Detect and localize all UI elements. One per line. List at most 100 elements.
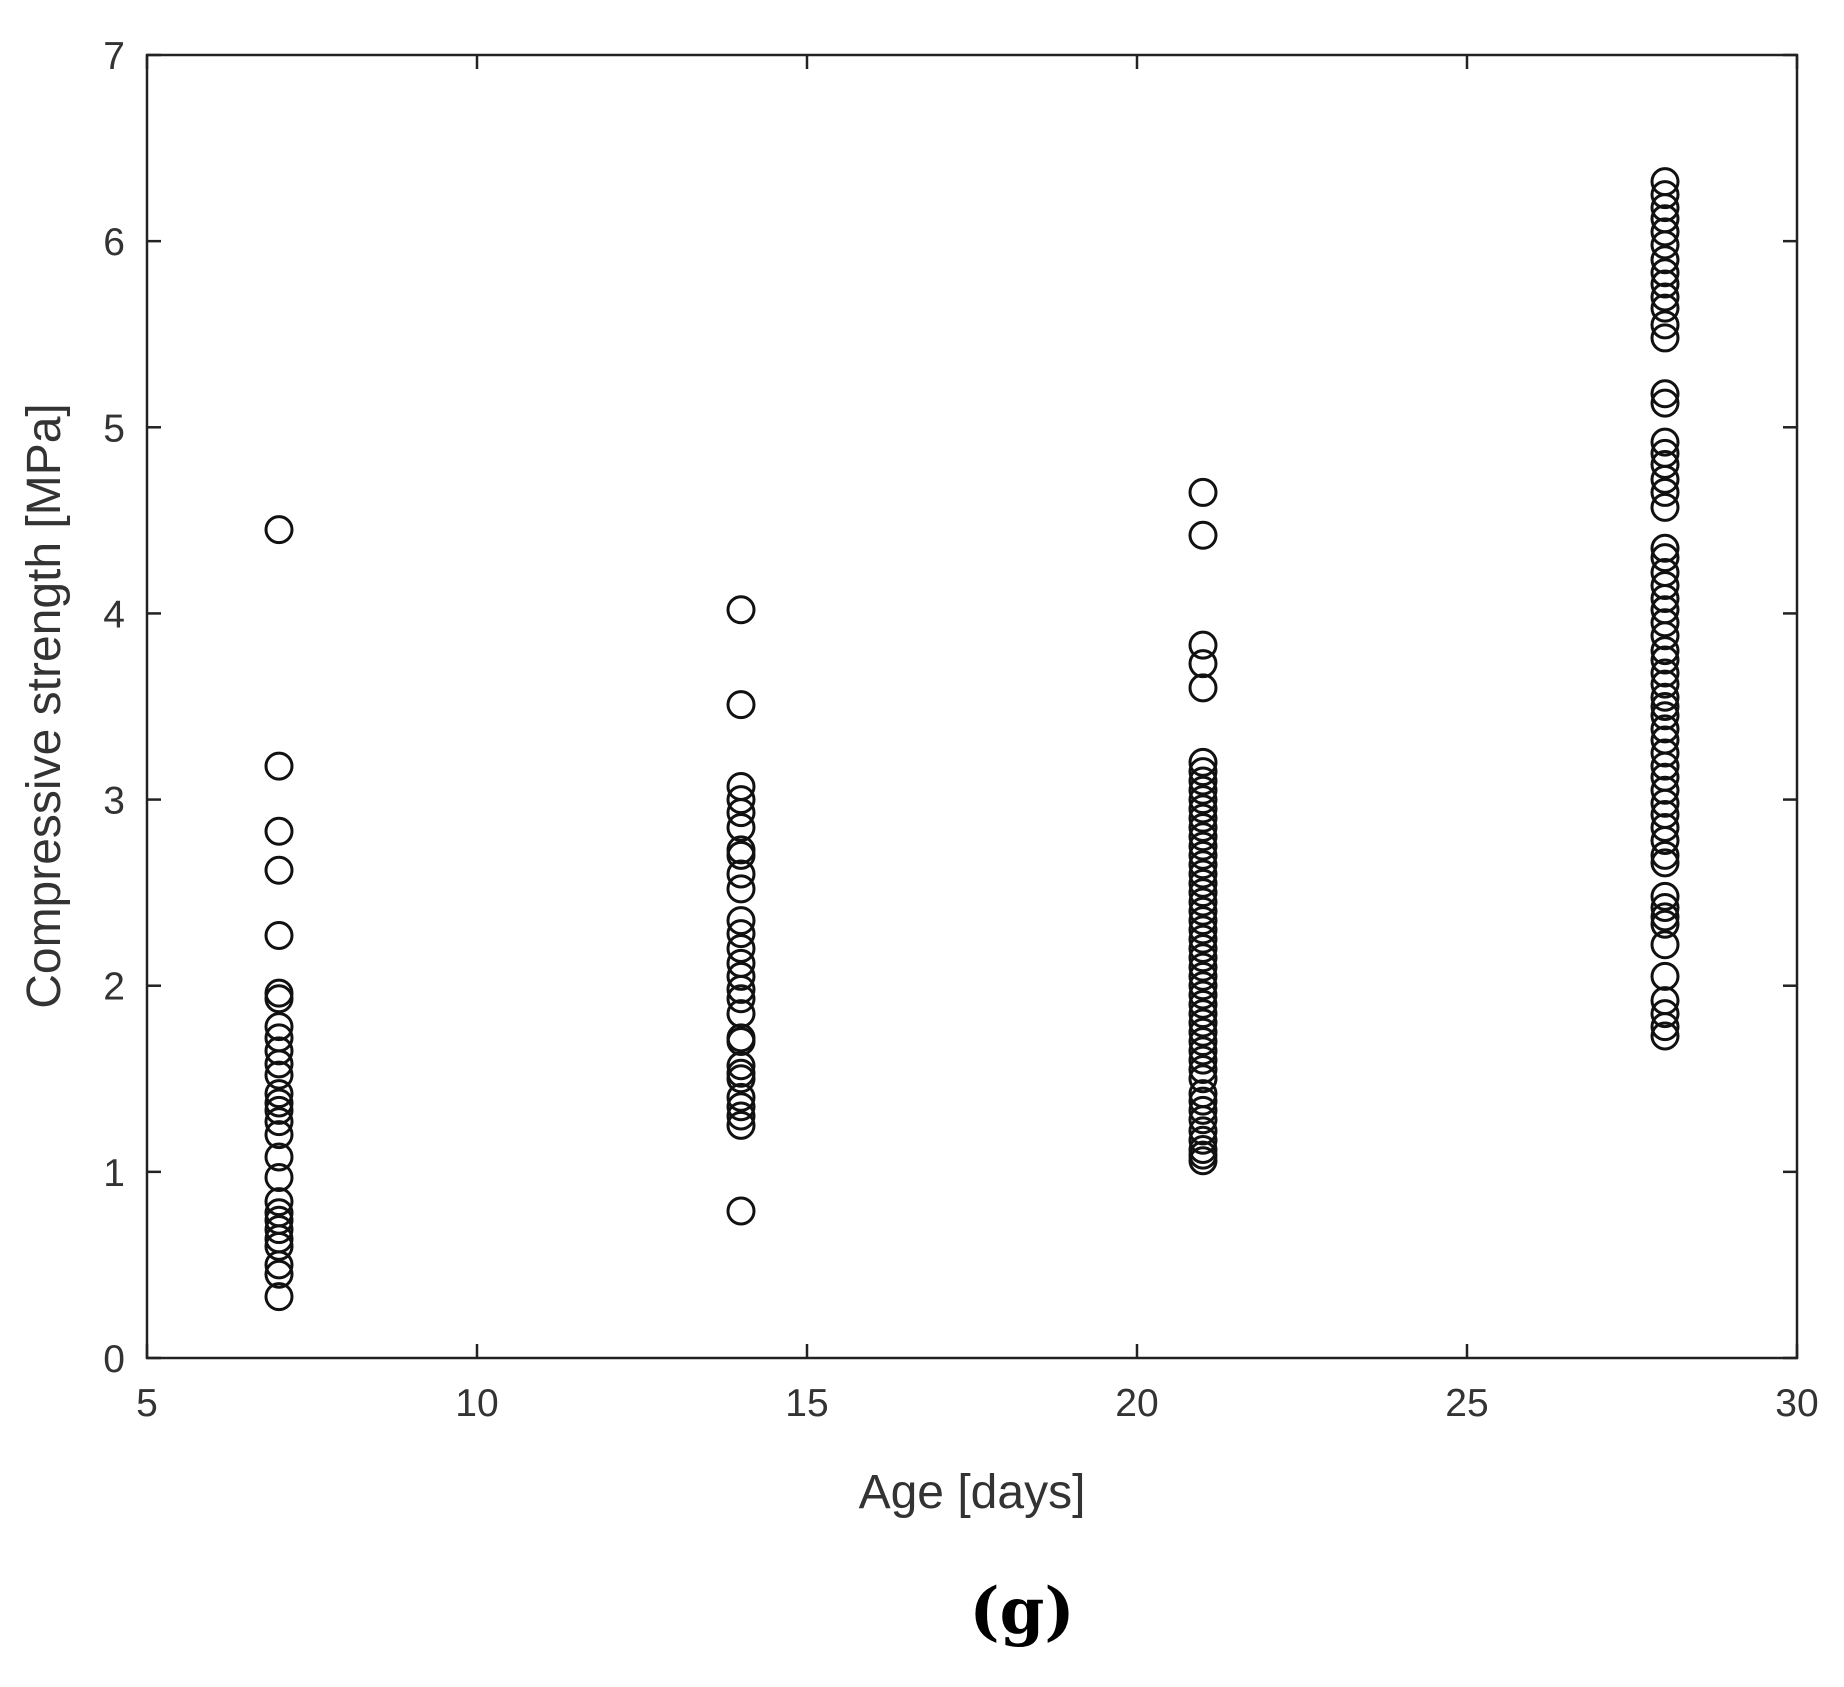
data-point xyxy=(1188,961,1218,991)
data-point xyxy=(726,1092,756,1122)
data-point xyxy=(1650,464,1680,494)
data-point xyxy=(264,515,294,545)
data-point xyxy=(1650,902,1680,932)
data-point xyxy=(1650,645,1680,675)
data-point xyxy=(1650,310,1680,340)
data-point xyxy=(1650,230,1680,260)
data-point xyxy=(726,1027,756,1057)
y-tick-label: 0 xyxy=(103,1338,125,1381)
data-point xyxy=(1188,775,1218,805)
series-group xyxy=(1188,477,1218,1176)
data-point xyxy=(1650,909,1680,939)
data-point xyxy=(726,1101,756,1131)
data-point xyxy=(264,920,294,950)
data-point xyxy=(264,1088,294,1118)
data-point xyxy=(1188,812,1218,842)
data-point xyxy=(264,1120,294,1150)
data-point xyxy=(264,984,294,1014)
data-point xyxy=(1188,673,1218,703)
data-point xyxy=(726,974,756,1004)
data-point xyxy=(726,984,756,1014)
data-point xyxy=(1188,630,1218,660)
data-point xyxy=(1650,621,1680,651)
data-point xyxy=(1650,714,1680,744)
data-point xyxy=(264,1187,294,1217)
data-point xyxy=(1188,520,1218,550)
data-point xyxy=(1188,859,1218,889)
data-point xyxy=(1188,794,1218,824)
data-point xyxy=(726,812,756,842)
data-point xyxy=(264,1107,294,1137)
data-point xyxy=(1188,1146,1218,1176)
data-point xyxy=(1188,868,1218,898)
data-point xyxy=(726,595,756,625)
data-point xyxy=(1188,649,1218,679)
data-point xyxy=(1188,1054,1218,1084)
data-point xyxy=(1650,701,1680,731)
data-point xyxy=(264,1162,294,1192)
data-point xyxy=(264,1012,294,1042)
data-point xyxy=(1650,293,1680,323)
series-group xyxy=(726,595,756,1226)
data-point xyxy=(1650,682,1680,712)
y-tick-label: 7 xyxy=(103,35,125,78)
data-point xyxy=(1188,831,1218,861)
x-tick-label: 25 xyxy=(1445,1382,1488,1425)
plot-area xyxy=(145,53,1799,1360)
data-point xyxy=(726,1064,756,1094)
data-point xyxy=(1650,738,1680,768)
data-point xyxy=(1650,999,1680,1029)
data-point xyxy=(1650,692,1680,721)
data-point xyxy=(1188,1027,1218,1057)
data-point xyxy=(264,1095,294,1125)
data-point xyxy=(1188,822,1218,852)
data-point xyxy=(1650,379,1680,409)
data-point xyxy=(264,1231,294,1261)
data-point xyxy=(1188,1045,1218,1075)
data-point xyxy=(1650,180,1680,210)
data-point xyxy=(1650,427,1680,457)
y-tick-label: 6 xyxy=(103,221,125,264)
data-point xyxy=(726,840,756,870)
x-axis-title: Age [days] xyxy=(859,1466,1086,1519)
data-point xyxy=(264,751,294,781)
data-point xyxy=(1188,840,1218,870)
data-point xyxy=(1188,980,1218,1010)
data-point xyxy=(1188,785,1218,815)
data-point xyxy=(1188,924,1218,954)
data-point xyxy=(1650,282,1680,312)
x-tick-label: 15 xyxy=(785,1382,828,1425)
data-point xyxy=(1188,747,1218,777)
data-point xyxy=(264,1049,294,1079)
data-point xyxy=(726,1082,756,1112)
data-point xyxy=(726,874,756,904)
data-point xyxy=(1188,1064,1218,1094)
data-point xyxy=(1188,878,1218,908)
data-point xyxy=(1650,812,1680,842)
data-point xyxy=(1650,1012,1680,1042)
data-point xyxy=(726,933,756,963)
data-point xyxy=(726,961,756,991)
y-tick-label: 5 xyxy=(103,407,125,450)
data-point xyxy=(1188,971,1218,1001)
axis-ticks xyxy=(145,53,1799,1360)
data-points xyxy=(264,167,1680,1312)
data-point xyxy=(1188,896,1218,926)
data-point xyxy=(726,798,756,828)
data-point xyxy=(726,1051,756,1081)
data-point xyxy=(264,1079,294,1109)
data-point xyxy=(1188,757,1218,787)
y-tick-label: 3 xyxy=(103,780,125,823)
x-tick-labels: 5 10 15 20 25 30 xyxy=(136,1382,1819,1425)
data-point xyxy=(1650,1021,1680,1051)
x-tick-label: 10 xyxy=(455,1382,498,1425)
panel-label: (g) xyxy=(969,1574,1074,1649)
data-point xyxy=(1188,1125,1218,1155)
data-point xyxy=(1650,893,1680,923)
data-point xyxy=(1650,533,1680,563)
data-point xyxy=(1650,751,1680,781)
data-point xyxy=(264,1250,294,1280)
data-point xyxy=(1650,881,1680,911)
data-point xyxy=(1650,608,1680,638)
